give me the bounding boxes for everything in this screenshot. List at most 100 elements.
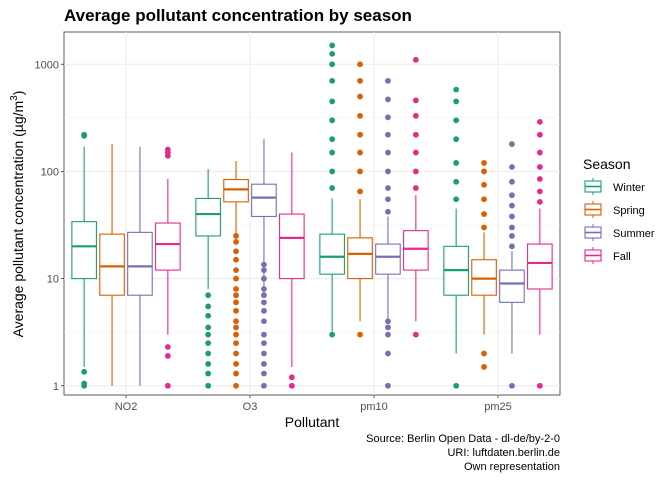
outlier-point xyxy=(385,114,391,121)
box-summer-pm25 xyxy=(499,141,525,389)
outlier-point xyxy=(329,77,336,84)
legend-item-fall: Fall xyxy=(584,247,631,264)
outlier-point xyxy=(385,149,391,156)
legend-item-spring: Spring xyxy=(584,201,645,218)
outlier-point xyxy=(233,324,239,331)
outlier-point xyxy=(536,118,543,125)
outlier-point xyxy=(509,178,515,185)
outlier-point xyxy=(233,286,239,292)
outlier-point xyxy=(329,98,336,105)
outlier-point xyxy=(329,185,336,191)
x-axis-title: Pollutant xyxy=(285,414,340,430)
outlier-point xyxy=(261,340,267,347)
outlier-point xyxy=(164,352,171,359)
outlier-point xyxy=(509,192,515,199)
outlier-point xyxy=(329,331,336,338)
outlier-point xyxy=(205,312,212,319)
outlier-point xyxy=(481,350,487,357)
outlier-point xyxy=(481,211,487,217)
outlier-point xyxy=(205,350,212,357)
outlier-point xyxy=(536,131,543,138)
y-axis-title-main: Average pollutant concentration (µg/m xyxy=(10,101,26,338)
outlier-point xyxy=(261,299,267,306)
outlier-point xyxy=(412,149,419,156)
outlier-point xyxy=(509,213,515,220)
y-tick-label: 10 xyxy=(47,274,59,286)
outlier-point xyxy=(509,141,515,147)
outlier-point xyxy=(481,224,487,231)
outlier-point xyxy=(261,261,267,268)
outlier-point xyxy=(536,176,543,182)
gridlines xyxy=(64,32,560,395)
box-iqr xyxy=(403,230,429,271)
box-spring-o3 xyxy=(223,161,249,389)
outlier-point xyxy=(233,256,239,263)
box-iqr xyxy=(471,259,497,296)
outlier-point xyxy=(385,324,391,331)
outlier-point xyxy=(385,196,391,203)
outlier-point xyxy=(357,131,363,138)
box-summer-o3 xyxy=(251,139,277,389)
box-iqr xyxy=(155,222,181,271)
outlier-point xyxy=(233,382,239,389)
outlier-point xyxy=(329,50,336,57)
outlier-point xyxy=(357,149,363,156)
outlier-point xyxy=(233,360,239,367)
outlier-point xyxy=(385,208,391,215)
box-spring-pm10 xyxy=(347,61,373,338)
box-iqr xyxy=(71,221,97,280)
chart-title: Average pollutant concentration by seaso… xyxy=(64,6,412,25)
outlier-point xyxy=(233,331,239,338)
outlier-point xyxy=(261,275,267,282)
outlier-point xyxy=(412,131,419,138)
box-iqr xyxy=(223,178,249,203)
outlier-point xyxy=(164,146,171,153)
outlier-point xyxy=(233,318,239,325)
outlier-point xyxy=(357,112,363,119)
outlier-point xyxy=(288,374,295,381)
outlier-point xyxy=(357,93,363,100)
legend-title: Season xyxy=(583,156,630,172)
outlier-point xyxy=(205,370,212,377)
outlier-point xyxy=(481,196,487,203)
box-iqr xyxy=(319,233,345,275)
outlier-point xyxy=(233,350,239,357)
outlier-point xyxy=(509,202,515,209)
box-iqr xyxy=(195,197,221,237)
outlier-point xyxy=(261,318,267,325)
box-winter-pm25 xyxy=(443,86,469,389)
box-marks xyxy=(71,42,553,389)
outlier-point xyxy=(412,97,419,104)
plot-panel xyxy=(63,31,561,396)
outlier-point xyxy=(385,168,391,175)
legend-label: Fall xyxy=(613,251,631,263)
outlier-point xyxy=(453,196,460,203)
outlier-point xyxy=(233,233,239,239)
box-fall-o3 xyxy=(279,152,305,389)
outlier-point xyxy=(357,188,363,195)
outlier-point xyxy=(261,370,267,377)
outlier-point xyxy=(385,131,391,138)
outlier-point xyxy=(453,178,460,185)
outlier-point xyxy=(385,382,391,389)
outlier-point xyxy=(453,382,460,389)
outlier-point xyxy=(412,112,419,119)
outlier-point xyxy=(329,61,336,68)
legend-label: Spring xyxy=(613,205,645,217)
box-winter-no2 xyxy=(71,131,97,389)
legend: Season Winter Spring Summer Fall xyxy=(583,156,655,264)
outlier-point xyxy=(233,267,239,274)
legend-item-winter: Winter xyxy=(584,178,645,195)
x-tick-label: pm25 xyxy=(484,401,512,413)
outlier-point xyxy=(329,42,336,49)
outlier-point xyxy=(205,303,212,310)
outlier-point xyxy=(412,168,419,175)
box-fall-no2 xyxy=(155,146,181,389)
outlier-point xyxy=(481,181,487,188)
outlier-point xyxy=(357,61,363,68)
outlier-point xyxy=(385,318,391,325)
outlier-point xyxy=(357,331,363,338)
outlier-point xyxy=(385,96,391,103)
outlier-point xyxy=(261,382,267,389)
